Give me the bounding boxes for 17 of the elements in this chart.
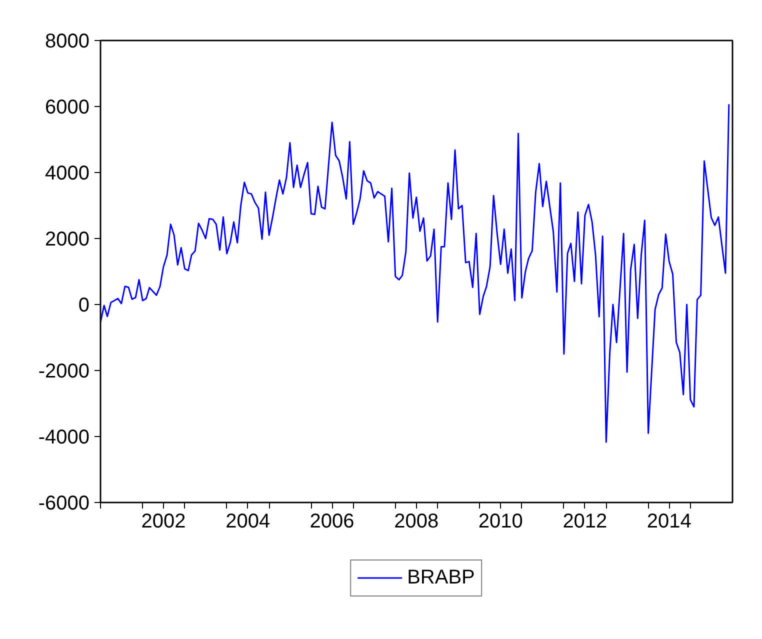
x-tick-label: 2010 [478,510,523,532]
x-tick-label: 2002 [141,510,186,532]
x-tick-label: 2008 [394,510,439,532]
y-tick-label: -2000 [38,360,90,382]
line-series [100,103,730,443]
y-tick-label: 2000 [45,228,90,250]
y-tick-label: -4000 [38,426,90,448]
y-tick-label: 6000 [45,96,90,118]
legend-label: BRABP [407,566,475,589]
x-tick-label: 2006 [310,510,354,532]
y-tick-label: 4000 [45,162,90,184]
y-tick-label: -6000 [38,492,90,514]
y-tick-label: 8000 [45,30,90,52]
x-tick-label: 2014 [646,510,692,532]
x-tick-label: 2004 [226,510,270,532]
y-tick-label: 0 [78,294,90,316]
x-tick-label: 2012 [562,510,608,532]
